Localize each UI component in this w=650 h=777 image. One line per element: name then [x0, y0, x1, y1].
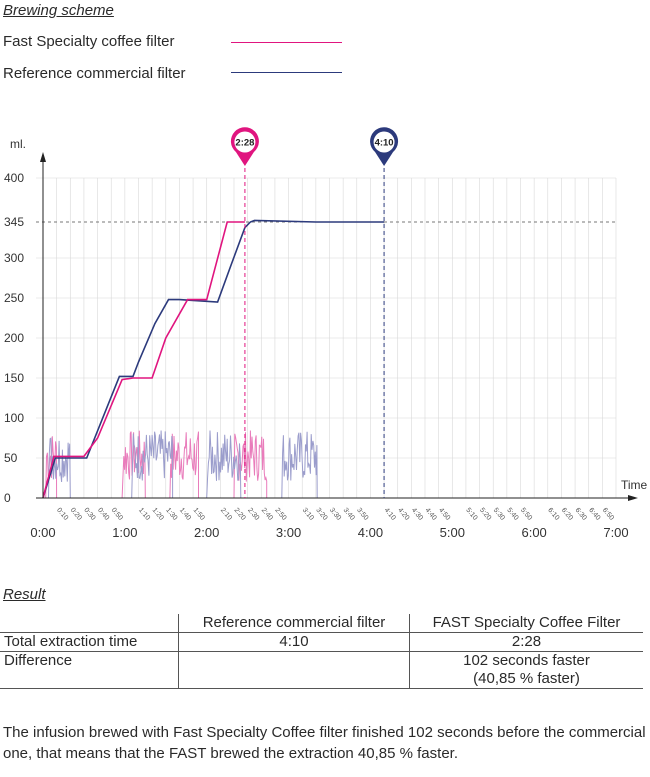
flow-trace-fast-flow — [169, 431, 199, 499]
conclusion-text: The infusion brewed with Fast Specialty … — [3, 724, 646, 762]
x-minor-tick-label: 6:50 — [601, 507, 615, 522]
y-axis-arrow — [40, 152, 46, 162]
x-minor-tick-label: 3:20 — [314, 507, 328, 522]
x-minor-tick-label: 0:20 — [69, 507, 83, 522]
x-minor-tick-label: 0:10 — [55, 507, 69, 522]
x-minor-tick-label: 0:30 — [82, 507, 96, 522]
x-minor-tick-label: 6:10 — [546, 507, 560, 522]
x-tick-label: 7:00 — [603, 525, 628, 540]
result-row-total-time: Total extraction time 4:10 2:28 — [0, 632, 643, 652]
result-cell: Difference — [4, 652, 73, 669]
y-tick-label: 0 — [4, 491, 11, 505]
x-minor-tick-label: 3:40 — [342, 507, 356, 522]
x-minor-tick-label: 5:50 — [519, 507, 533, 522]
x-tick-label: 1:00 — [112, 525, 137, 540]
result-cell: 102 seconds faster — [409, 651, 643, 670]
flow-trace-fast-flow — [233, 430, 268, 499]
result-cell — [178, 670, 410, 689]
x-minor-tick-label: 1:40 — [178, 507, 192, 522]
x-minor-tick-label: 2:20 — [232, 507, 246, 522]
y-tick-label: 345 — [4, 215, 24, 229]
brewing-chart: 0 50 100 150 200 250 300 345 400 ml. Time 0:00 1:00 2… — [4, 127, 648, 540]
result-header-fast: FAST Specialty Coffee Filter — [409, 614, 643, 633]
legend-label-fast: Fast Specialty coffee filter — [3, 33, 175, 50]
flow-trace-reference-flow — [206, 430, 242, 499]
legend-line-reference — [231, 72, 342, 73]
x-minor-tick-label: 5:20 — [478, 507, 492, 522]
x-minor-tick-label: 4:10 — [383, 507, 397, 522]
result-row-difference-pct: (40,85 % faster) — [0, 670, 643, 689]
x-minor-tick-label: 3:10 — [301, 507, 315, 522]
result-cell: 4:10 — [178, 632, 410, 652]
y-tick-label: 400 — [4, 171, 24, 185]
result-row-difference: Difference 102 seconds faster — [0, 651, 643, 670]
result-cell: 2:28 — [409, 632, 643, 652]
flow-trace-fast-flow — [45, 436, 58, 499]
x-tick-label: 2:00 — [194, 525, 219, 540]
marker-label: 2:28 — [235, 138, 254, 149]
marker-pin-inner — [234, 131, 256, 153]
x-minor-tick-label: 6:30 — [574, 507, 588, 522]
legend-line-fast — [231, 42, 342, 43]
x-axis-arrow — [628, 495, 638, 501]
x-minor-tick-label: 5:10 — [464, 507, 478, 522]
x-minor-tick-label: 5:40 — [505, 507, 519, 522]
x-minor-tick-label: 1:30 — [164, 507, 178, 522]
x-tick-label: 4:00 — [358, 525, 383, 540]
x-minor-tick-label: 4:20 — [396, 507, 410, 522]
result-cell: (40,85 % faster) — [409, 670, 643, 689]
x-minor-tick-label: 5:30 — [492, 507, 506, 522]
x-minor-tick-label: 1:50 — [192, 507, 206, 522]
x-minor-tick-label: 0:50 — [110, 507, 124, 522]
result-header-row: Reference commercial filter FAST Special… — [0, 614, 643, 633]
y-tick-label: 300 — [4, 251, 24, 265]
flow-trace-fast-flow — [121, 430, 146, 499]
marker-pin-inner — [373, 131, 395, 153]
result-heading: Result — [3, 586, 46, 603]
x-minor-tick-label: 2:10 — [219, 507, 233, 522]
brewing-scheme-heading: Brewing scheme — [3, 2, 114, 19]
x-tick-label: 3:00 — [276, 525, 301, 540]
result-header-empty — [0, 614, 179, 633]
x-minor-tick-label: 1:20 — [151, 507, 165, 522]
marker-label: 4:10 — [375, 138, 394, 149]
x-minor-tick-label: 3:30 — [328, 507, 342, 522]
x-minor-tick-label: 4:40 — [423, 507, 437, 522]
y-tick-label: 200 — [4, 331, 24, 345]
series-line-reference — [42, 219, 385, 499]
y-axis-label: ml. — [10, 137, 26, 151]
y-tick-label: 50 — [4, 451, 18, 465]
x-minor-tick-label: 4:30 — [410, 507, 424, 522]
result-table: Reference commercial filter FAST Special… — [0, 614, 643, 689]
result-header-reference: Reference commercial filter — [178, 614, 410, 633]
x-minor-tick-label: 1:10 — [137, 507, 151, 522]
y-tick-label: 100 — [4, 411, 24, 425]
y-tick-label: 150 — [4, 371, 24, 385]
flow-trace-reference-flow — [281, 431, 318, 499]
series-line-fast — [42, 221, 245, 499]
x-tick-label: 6:00 — [521, 525, 546, 540]
x-minor-tick-label: 6:20 — [560, 507, 574, 522]
x-minor-tick-label: 2:30 — [246, 507, 260, 522]
y-tick-label: 250 — [4, 291, 24, 305]
x-tick-label: 0:00 — [30, 525, 55, 540]
x-minor-tick-label: 2:40 — [260, 507, 274, 522]
legend-label-reference: Reference commercial filter — [3, 65, 186, 82]
x-minor-tick-label: 6:40 — [587, 507, 601, 522]
x-minor-tick-label: 0:40 — [96, 507, 110, 522]
x-minor-tick-label: 2:50 — [273, 507, 287, 522]
result-cell: Total extraction time — [0, 632, 179, 652]
x-tick-label: 5:00 — [440, 525, 465, 540]
x-minor-tick-label: 3:50 — [355, 507, 369, 522]
flow-trace-reference-flow — [131, 430, 174, 499]
result-cell — [0, 670, 179, 689]
x-minor-tick-label: 4:50 — [437, 507, 451, 522]
result-cell — [178, 651, 410, 670]
x-axis-label: Time — [621, 478, 648, 492]
